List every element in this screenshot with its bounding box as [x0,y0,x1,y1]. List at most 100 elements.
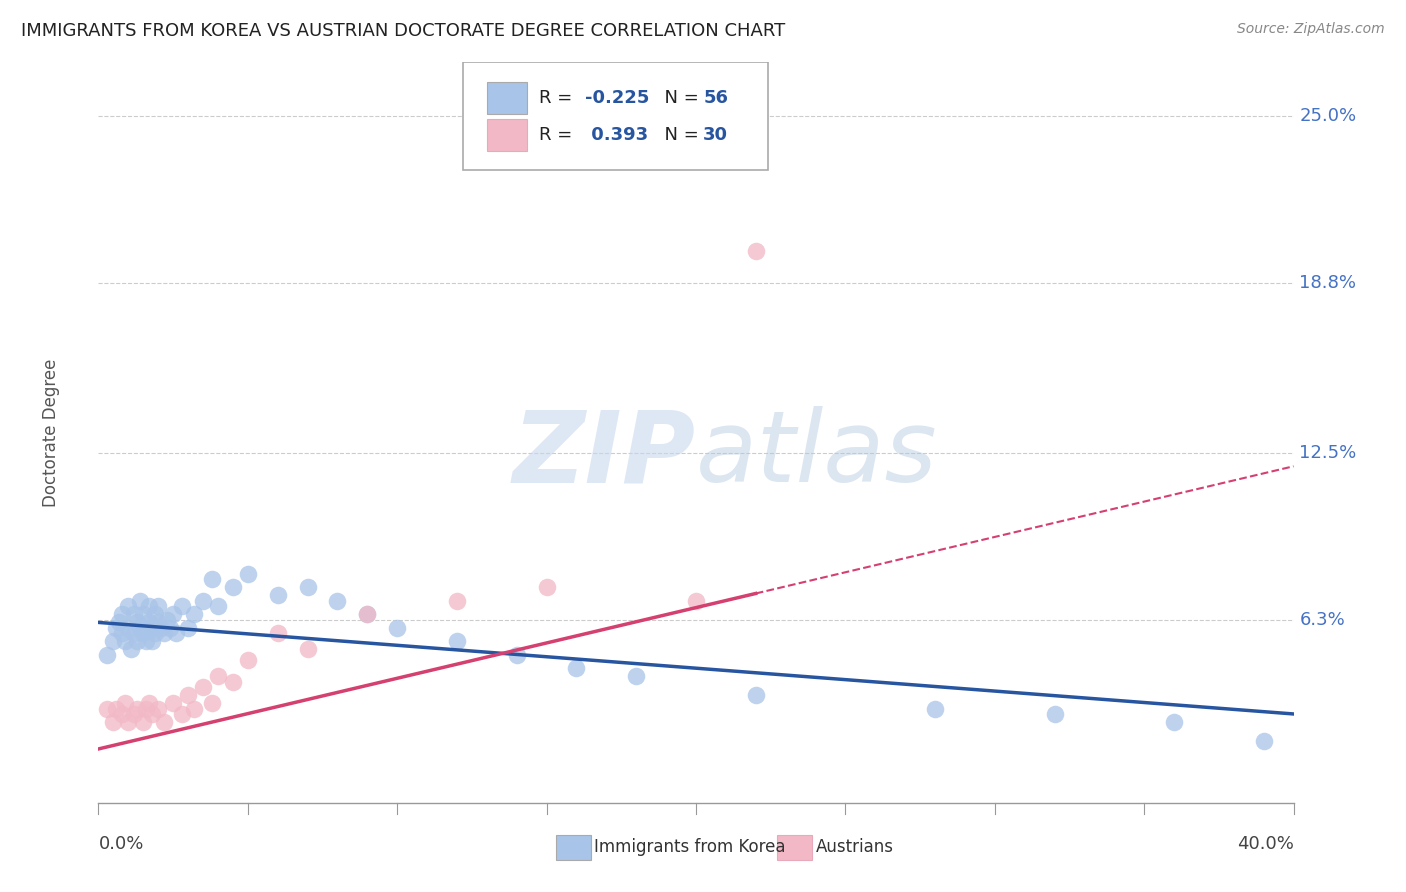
Point [132,714,155,729]
Text: 18.8%: 18.8% [1299,274,1357,293]
Point [143,607,166,622]
Point [172,706,194,721]
Text: ZIP: ZIP [513,407,696,503]
Point [201,696,224,710]
Point [446,594,468,608]
Text: IMMIGRANTS FROM KOREA VS AUSTRIAN DOCTORATE DEGREE CORRELATION CHART: IMMIGRANTS FROM KOREA VS AUSTRIAN DOCTOR… [21,22,786,40]
Point [124,626,146,640]
Point [356,607,378,622]
Point [385,621,409,635]
Point [141,621,163,635]
Point [148,599,170,614]
Text: -0.225: -0.225 [585,89,650,107]
Point [506,648,529,662]
FancyBboxPatch shape [778,835,811,860]
Text: N =: N = [652,126,704,144]
Point [111,626,134,640]
Point [124,706,146,721]
Point [153,714,176,729]
Point [177,688,200,702]
Point [207,669,229,683]
Point [191,594,214,608]
Point [124,607,146,622]
Point [138,599,160,614]
Point [141,706,163,721]
Point [326,594,349,608]
Point [103,634,125,648]
Text: Austrians: Austrians [815,838,893,856]
Point [191,680,214,694]
Text: 30: 30 [703,126,728,144]
Point [201,572,224,586]
Text: R =: R = [540,89,578,107]
Point [207,599,229,614]
Point [105,621,128,635]
Point [159,621,181,635]
Point [114,696,136,710]
Point [565,661,588,675]
FancyBboxPatch shape [486,82,527,113]
Point [148,615,170,630]
Point [114,634,136,648]
Point [135,634,157,648]
Text: 6.3%: 6.3% [1299,611,1346,629]
Point [143,626,166,640]
Point [236,566,259,581]
Point [129,621,152,635]
Point [297,581,319,595]
Point [156,613,179,627]
Point [745,688,768,702]
Text: 12.5%: 12.5% [1299,444,1357,462]
Point [150,621,173,635]
Point [127,701,149,715]
Point [222,674,245,689]
Point [267,626,290,640]
Point [236,653,259,667]
Point [446,634,468,648]
Text: 0.393: 0.393 [585,126,648,144]
Text: N =: N = [652,89,704,107]
Text: 40.0%: 40.0% [1237,835,1294,853]
Point [153,626,176,640]
Point [129,594,152,608]
Text: atlas: atlas [696,407,938,503]
Point [297,642,319,657]
Point [120,642,142,657]
Point [222,581,245,595]
Point [117,599,139,614]
Point [111,607,134,622]
Text: Doctorate Degree: Doctorate Degree [42,359,59,507]
Point [536,581,558,595]
Point [1163,714,1185,729]
Point [141,634,163,648]
FancyBboxPatch shape [486,120,527,151]
Point [183,607,205,622]
Point [1253,734,1275,748]
Point [183,701,205,715]
Text: 0.0%: 0.0% [98,835,143,853]
Point [117,714,139,729]
Point [1043,706,1066,721]
Point [96,701,118,715]
Point [165,626,187,640]
Point [132,607,155,622]
Point [127,615,149,630]
Point [111,706,134,721]
Point [267,589,290,603]
Point [103,714,125,729]
Point [177,621,200,635]
Point [132,626,155,640]
Text: 25.0%: 25.0% [1299,107,1357,125]
Point [626,669,648,683]
Point [162,696,184,710]
Text: Immigrants from Korea: Immigrants from Korea [595,838,786,856]
Point [138,696,160,710]
Point [138,615,160,630]
Point [108,615,131,630]
Point [117,621,139,635]
Point [148,701,170,715]
Point [105,701,128,715]
Text: 56: 56 [703,89,728,107]
Point [96,648,118,662]
Text: Source: ZipAtlas.com: Source: ZipAtlas.com [1237,22,1385,37]
